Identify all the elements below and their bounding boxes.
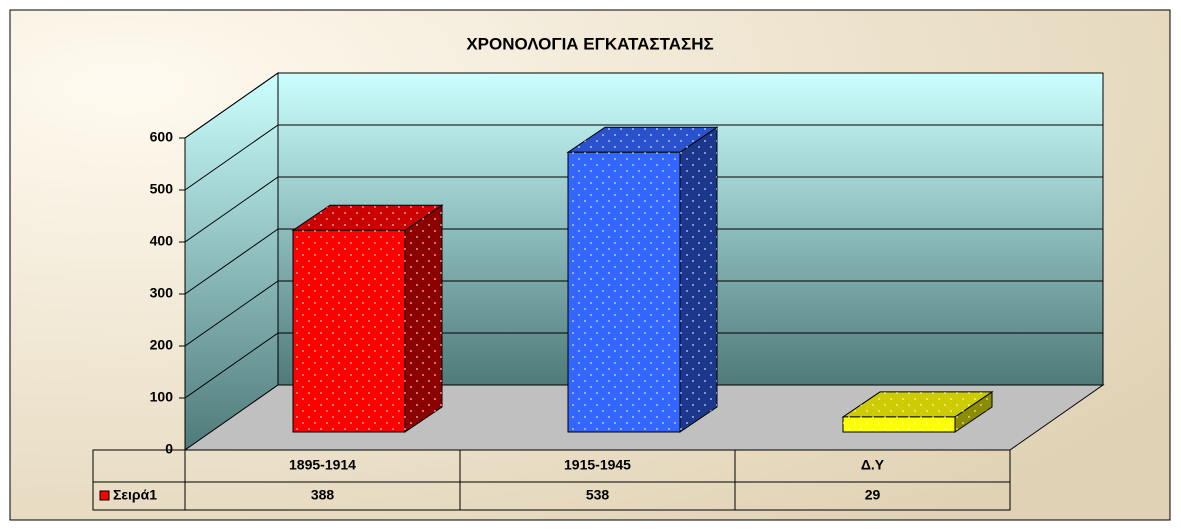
grid-line (184, 280, 279, 347)
y-tick-label: 400 (150, 233, 174, 249)
y-tick-label: 100 (150, 389, 174, 405)
bar-face (568, 152, 680, 433)
grid-line (184, 176, 279, 243)
bar-face (955, 391, 992, 432)
table-value: 29 (865, 487, 881, 503)
legend-key (99, 490, 110, 501)
bar-face (293, 230, 405, 432)
y-tick-label: 200 (150, 337, 174, 353)
y-tick-label: 0 (165, 441, 173, 457)
x-tick-label: 1895-1914 (289, 457, 356, 473)
bar-face (843, 416, 955, 432)
bar-face (405, 205, 442, 432)
x-tick-label: 1915-1945 (564, 457, 631, 473)
bar-face (293, 205, 442, 231)
bar-face (680, 127, 717, 433)
grid-line (184, 228, 279, 295)
table-value: 388 (311, 487, 335, 503)
legend-label: Σειρά1 (113, 487, 157, 503)
grid-line (184, 332, 279, 399)
bar (566, 126, 719, 433)
table-value: 538 (586, 487, 610, 503)
y-tick-label: 500 (150, 181, 174, 197)
y-tick-label: 300 (150, 285, 174, 301)
bar (291, 204, 444, 433)
bar-face (843, 391, 992, 417)
x-tick-label: Δ.Υ (861, 457, 885, 473)
bar-face (568, 127, 717, 153)
y-tick-label: 600 (150, 129, 174, 145)
chart-title: ΧΡΟΝΟΛΟΓΙΑ ΕΓΚΑΤΑΣΤΑΣΗΣ (466, 34, 713, 53)
data-table (92, 449, 1011, 511)
grid-line (184, 124, 279, 191)
grid-line (184, 72, 279, 139)
bar (841, 390, 994, 433)
